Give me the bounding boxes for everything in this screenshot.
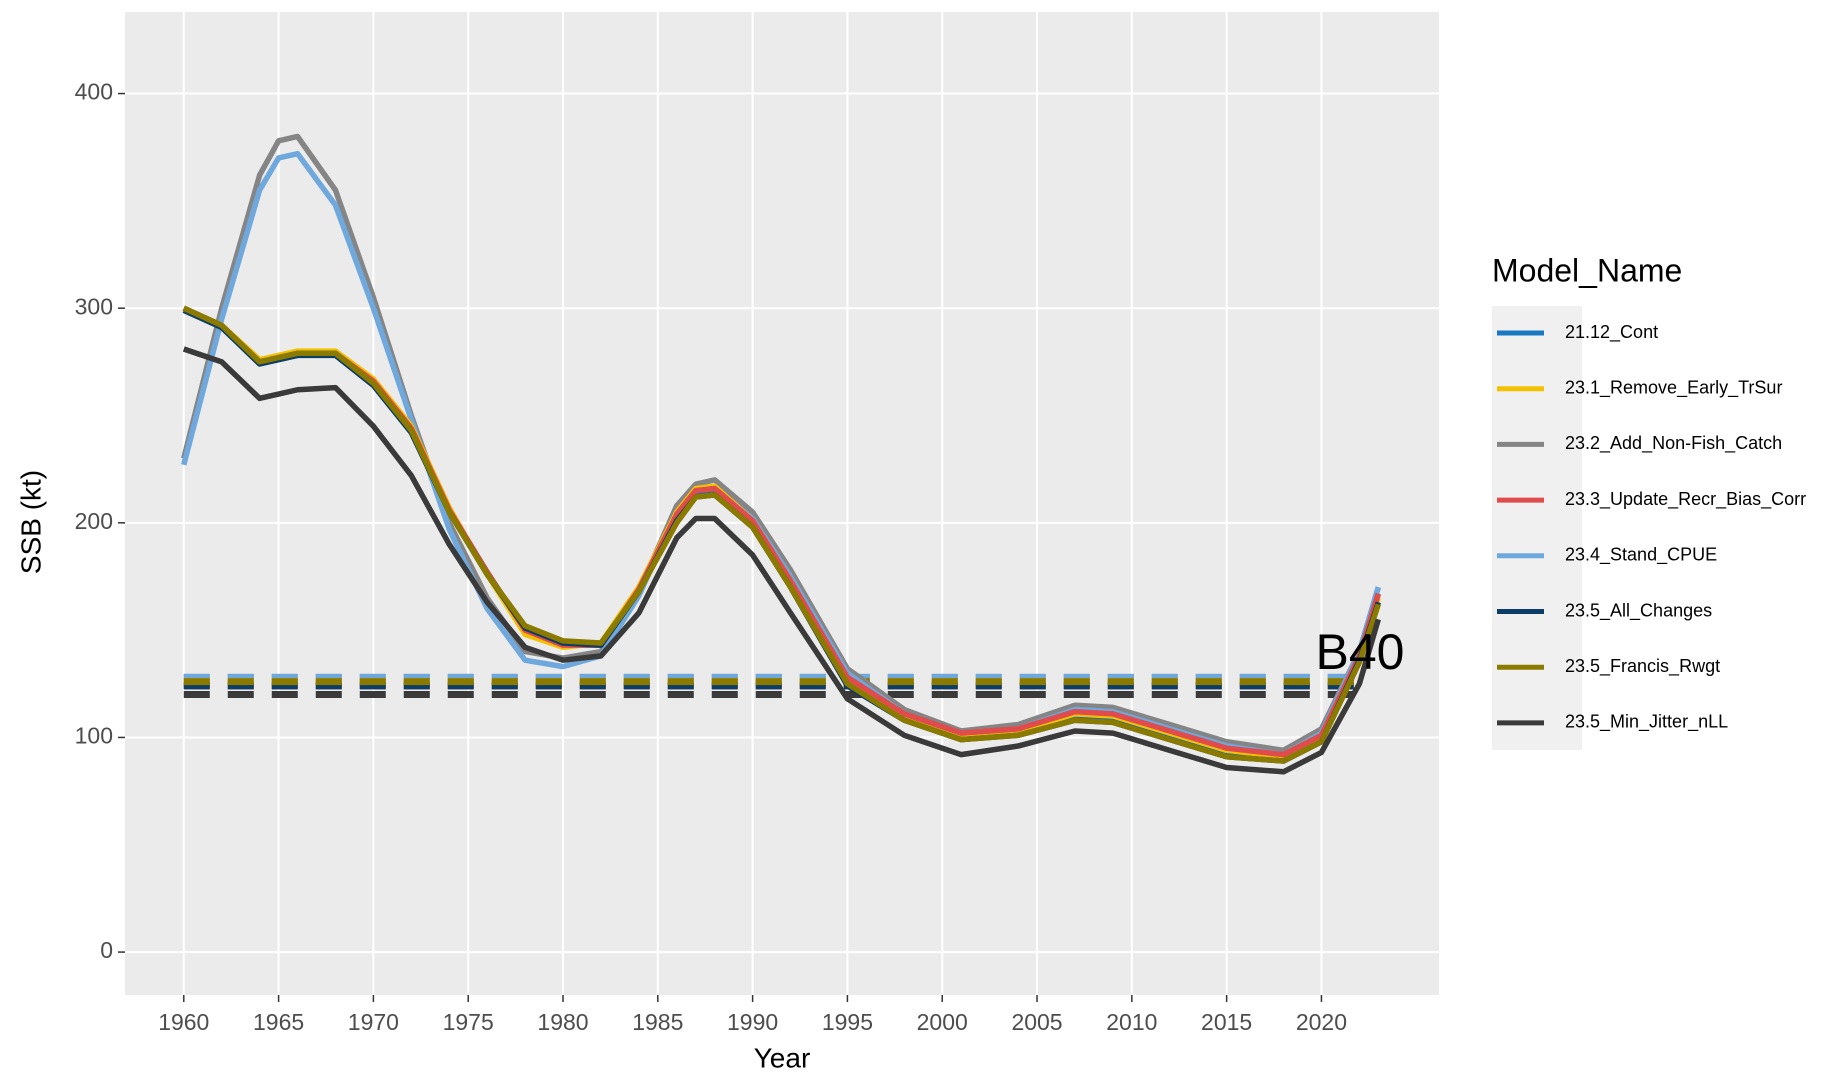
x-tick-label: 2010 xyxy=(1106,1009,1157,1035)
series-line xyxy=(182,346,1381,775)
legend-label: 23.5_All_Changes xyxy=(1565,600,1712,621)
y-axis-label: SSB (kt) xyxy=(15,470,46,574)
x-tick-label: 1980 xyxy=(537,1009,588,1035)
x-tick-label: 1975 xyxy=(443,1009,494,1035)
plot-panel xyxy=(125,12,1439,995)
legend-label: 21.12_Cont xyxy=(1565,322,1658,343)
legend-label: 23.3_Update_Recr_Bias_Corr xyxy=(1565,489,1806,510)
x-tick-label: 2000 xyxy=(917,1009,968,1035)
legend-label: 23.5_Min_Jitter_nLL xyxy=(1565,712,1728,733)
legend-label: 23.1_Remove_Early_TrSur xyxy=(1565,377,1782,398)
y-tick-label: 400 xyxy=(75,79,113,105)
y-tick-label: 300 xyxy=(75,293,113,319)
x-tick-label: 2005 xyxy=(1011,1009,1062,1035)
x-tick-label: 2020 xyxy=(1296,1009,1347,1035)
y-tick-label: 200 xyxy=(75,508,113,534)
x-tick-label: 1985 xyxy=(632,1009,683,1035)
y-tick-label: 0 xyxy=(100,937,113,963)
legend-keys-bg xyxy=(1492,306,1582,750)
x-tick-label: 1960 xyxy=(158,1009,209,1035)
x-axis-label: Year xyxy=(754,1042,811,1073)
y-tick-label: 100 xyxy=(75,723,113,749)
annotation: B40 xyxy=(1316,624,1405,680)
series-line xyxy=(181,133,1381,754)
x-tick-label: 2015 xyxy=(1201,1009,1252,1035)
legend-label: 23.4_Stand_CPUE xyxy=(1565,545,1717,566)
x-tick-label: 1965 xyxy=(253,1009,304,1035)
legend-label: 23.5_Francis_Rwgt xyxy=(1565,656,1720,677)
x-tick-label: 1990 xyxy=(727,1009,778,1035)
series-line xyxy=(182,305,1381,764)
x-tick-label: 1970 xyxy=(348,1009,399,1035)
x-tick-label: 1995 xyxy=(822,1009,873,1035)
legend-label: 23.2_Add_Non-Fish_Catch xyxy=(1565,433,1782,454)
legend-title: Model_Name xyxy=(1492,252,1682,288)
